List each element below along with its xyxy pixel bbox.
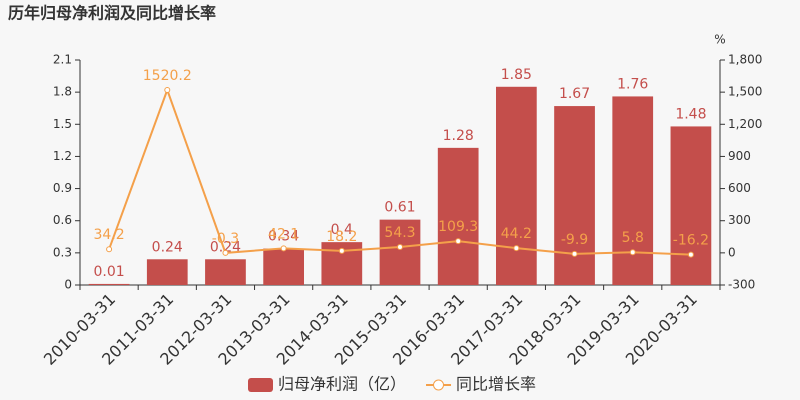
bar [379, 219, 421, 285]
bar-value-label: 1.28 [443, 128, 474, 144]
legend-label: 归母净利润（亿） [278, 375, 406, 394]
y-tick-label: 1.2 [53, 149, 72, 163]
bar [263, 248, 304, 285]
line-value-label: -16.2 [673, 233, 709, 249]
bar [496, 86, 537, 286]
line-value-label: 109.3 [438, 219, 478, 235]
line-value-label: 5.8 [622, 230, 644, 246]
y-tick-label: 1.5 [53, 117, 72, 131]
line-value-label: 44.2 [501, 226, 532, 242]
bar-value-label: 1.48 [675, 106, 706, 122]
y2-tick-label: 0 [728, 245, 736, 259]
bar-value-label: 1.85 [501, 67, 532, 83]
line-point [513, 245, 520, 252]
bar [205, 259, 246, 285]
y2-tick-label: -300 [728, 278, 755, 292]
line-point [106, 246, 113, 253]
y-tick-label: 0.6 [53, 213, 72, 227]
bar-value-label: 0.24 [152, 239, 183, 255]
line-point [397, 244, 403, 251]
legend-swatch [248, 378, 273, 392]
line-value-label: 54.3 [384, 225, 415, 241]
bar-value-label: 0.61 [384, 200, 415, 216]
y2-tick-label: 600 [728, 181, 751, 195]
line-point [455, 238, 462, 245]
line-value-label: 42.1 [268, 226, 299, 242]
bar [612, 96, 654, 285]
bar-value-label: 0.4 [331, 222, 353, 238]
y-tick-label: 2.1 [53, 53, 72, 67]
y-tick-label: 0.3 [53, 245, 72, 259]
y2-axis-label: % [714, 33, 725, 47]
chart-title: 历年归母净利润及同比增长率 [8, 4, 216, 23]
y2-tick-label: 300 [728, 213, 751, 227]
bar [146, 259, 188, 285]
y-tick-label: 0 [64, 278, 72, 292]
line-value-label: -9.9 [561, 232, 588, 248]
line-point [571, 250, 578, 257]
line-point [687, 251, 694, 258]
y-tick-label: 1.8 [53, 85, 72, 99]
y2-tick-label: 1,200 [728, 117, 762, 131]
bar-value-label: 1.67 [559, 86, 590, 102]
line-value-label: 18.2 [326, 229, 357, 245]
line-point [629, 249, 636, 256]
y2-tick-label: 1,800 [728, 53, 762, 67]
bar-value-label: 0.34 [268, 229, 299, 245]
bar [670, 126, 712, 285]
line-point [338, 247, 345, 254]
line-point [222, 249, 229, 256]
y-tick-label: 0.9 [53, 181, 72, 195]
bar-value-label: 0.01 [94, 264, 125, 280]
line-value-label: -0.3 [212, 231, 239, 247]
line-value-label: 1520.2 [143, 68, 192, 84]
bar [554, 106, 595, 285]
y2-tick-label: 1,500 [728, 85, 762, 99]
legend-label: 同比增长率 [456, 375, 536, 394]
line-value-label: 34.2 [94, 227, 125, 243]
y2-tick-label: 900 [728, 149, 751, 163]
line-point [280, 245, 287, 252]
bar-value-label: 1.76 [617, 76, 648, 92]
line-point [164, 86, 171, 93]
legend-swatch-point [433, 379, 445, 391]
bar [437, 147, 479, 285]
bar [88, 283, 130, 285]
